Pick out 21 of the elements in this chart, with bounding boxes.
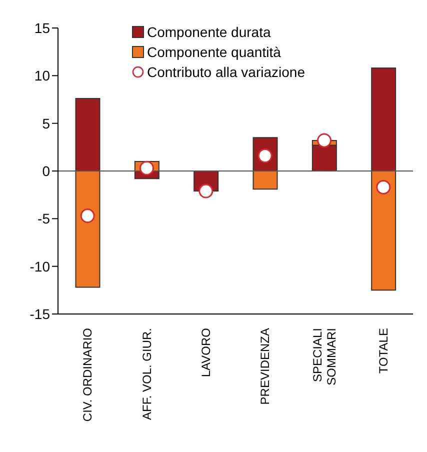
x-tick-label: CIV. ORDINARIO	[80, 328, 95, 422]
x-tick-label: SPECIALI SOMMARI	[310, 328, 338, 386]
point	[140, 160, 154, 176]
x-tick-label: AFF. VOL. GIUR.	[140, 328, 154, 420]
y-tick-label: -10	[30, 258, 50, 274]
x-tick-label: LAVORO	[198, 328, 213, 378]
y-tick-label: 5	[42, 115, 50, 132]
x-tick-label: TOTALE	[376, 328, 390, 374]
x-tick-label: PREVIDENZA	[258, 328, 272, 405]
y-tick-label: -5	[38, 210, 50, 227]
legend-label: Componente durata	[147, 24, 271, 40]
y-tick-label: -15	[30, 306, 50, 322]
legend-label: Componente quantità	[147, 44, 281, 60]
legend-label: Contributo alla variazione	[147, 64, 305, 80]
point	[376, 180, 391, 194]
point	[317, 133, 332, 148]
point	[198, 184, 214, 198]
y-tick-label: 15	[34, 20, 50, 36]
point	[80, 208, 95, 224]
y-tick-label: 10	[34, 68, 50, 84]
y-tick-label: 0	[42, 162, 50, 179]
